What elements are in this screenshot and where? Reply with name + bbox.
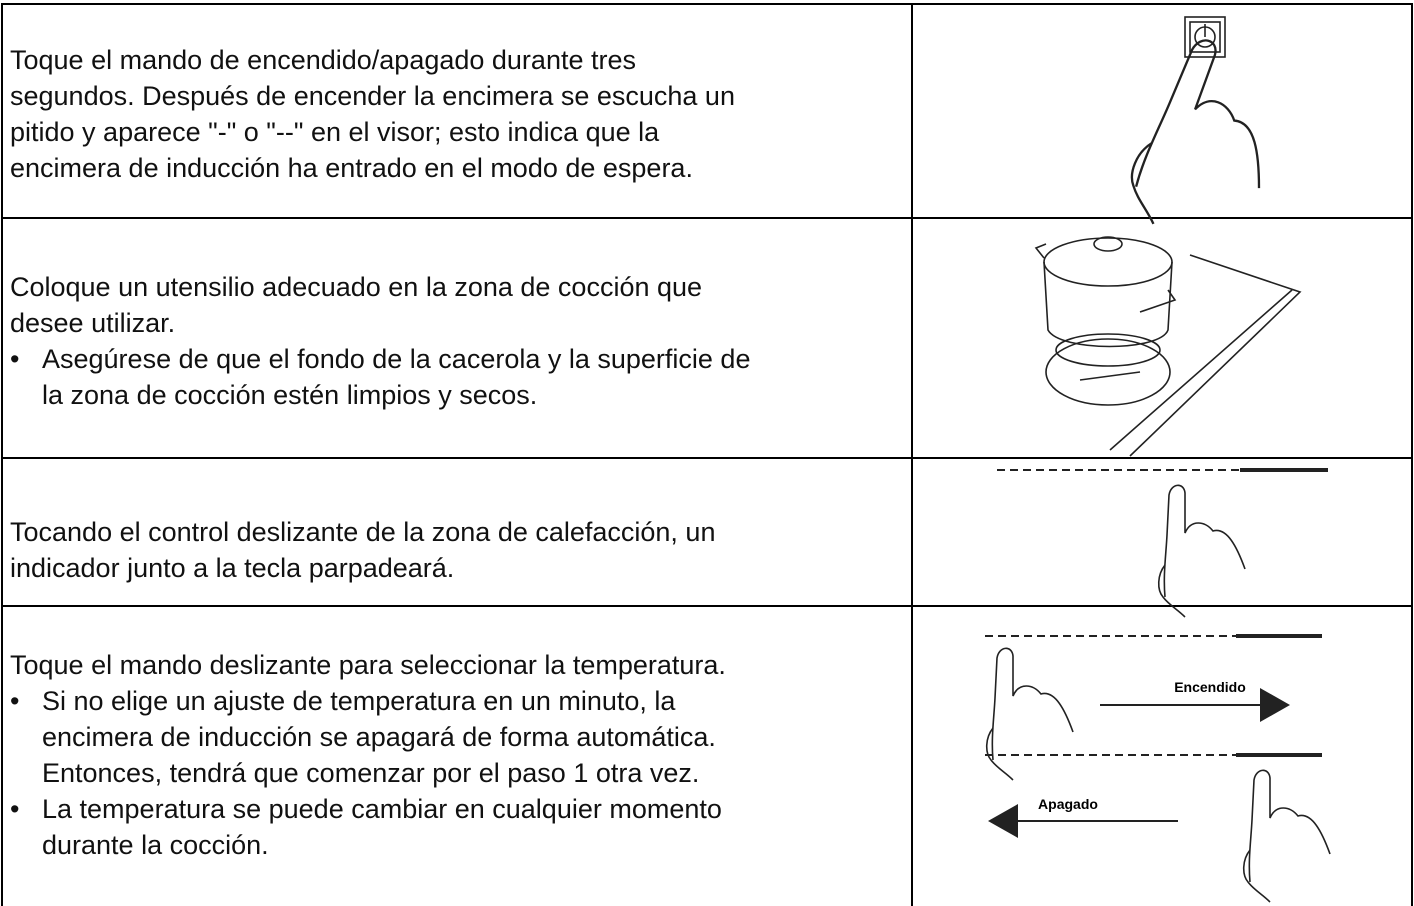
bullet-line: Si no elige un ajuste de temperatura en … <box>42 686 676 716</box>
bullet-line: Entonces, tendrá que comenzar por el pas… <box>42 758 700 788</box>
bullet-line: La temperatura se puede cambiar en cualq… <box>42 794 722 824</box>
paragraph-line: Tocando el control deslizante de la zona… <box>10 517 716 547</box>
illustration-slider <box>997 468 1328 618</box>
bullet-line: Asegúrese de que el fondo de la cacerola… <box>42 344 751 374</box>
bullet: • <box>10 794 20 824</box>
paragraph-line: Toque el mando de encendido/apagado dura… <box>10 45 636 75</box>
paragraph-line: indicador junto a la tecla parpadeará. <box>10 553 455 583</box>
paragraph-line: Toque el mando deslizante para seleccion… <box>10 650 726 680</box>
illustration-power <box>1116 16 1302 255</box>
label-on: Encendido <box>1174 679 1246 695</box>
illustration-pot <box>1034 236 1302 457</box>
illustration-temperature: Encendido Apagado <box>985 634 1331 903</box>
paragraph-line: encimera de inducción ha entrado en el m… <box>10 153 693 183</box>
paragraph-line: segundos. Después de encender la encimer… <box>10 81 735 111</box>
paragraph-line: Coloque un utensilio adecuado en la zona… <box>10 272 703 302</box>
paragraph-line: pitido y aparece "-" o "--" en el visor;… <box>10 117 660 147</box>
label-off: Apagado <box>1038 796 1098 812</box>
paragraph-line: desee utilizar. <box>10 308 176 338</box>
grid <box>1 3 1413 906</box>
bullet: • <box>10 686 20 716</box>
bullet: • <box>10 344 20 374</box>
bullet-line: durante la cocción. <box>42 830 269 860</box>
bullet-line: encimera de inducción se apagará de form… <box>42 722 716 752</box>
bullet-line: la zona de cocción estén limpios y secos… <box>42 380 538 410</box>
